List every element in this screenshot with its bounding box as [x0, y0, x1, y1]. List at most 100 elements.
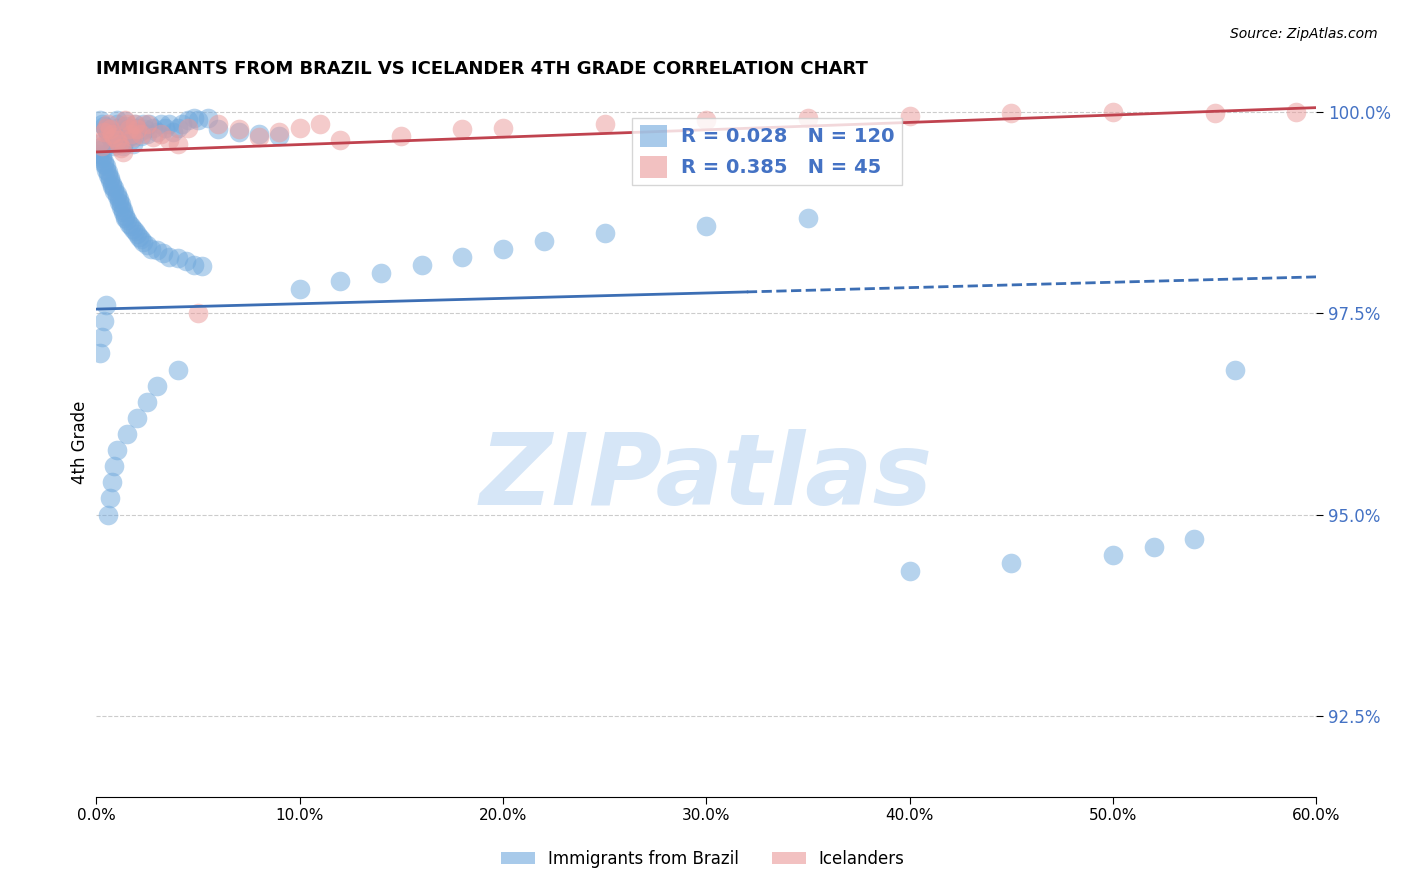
Point	[1142, 540, 1164, 554]
Point	[107, 136, 129, 151]
Text: IMMIGRANTS FROM BRAZIL VS ICELANDER 4TH GRADE CORRELATION CHART: IMMIGRANTS FROM BRAZIL VS ICELANDER 4TH …	[96, 60, 868, 78]
Point	[146, 244, 169, 258]
Point	[89, 146, 111, 161]
Point	[96, 162, 118, 177]
Point	[87, 141, 110, 155]
Point	[118, 130, 141, 145]
Point	[120, 133, 142, 147]
Point	[121, 130, 143, 145]
Point	[533, 234, 555, 248]
Point	[118, 128, 141, 143]
Point	[121, 221, 143, 235]
Point	[451, 250, 474, 264]
Point	[492, 120, 515, 135]
Point	[97, 117, 120, 131]
Point	[157, 117, 180, 131]
Point	[105, 189, 128, 203]
Point	[105, 112, 128, 127]
Point	[96, 120, 118, 135]
Point	[247, 130, 270, 145]
Point	[89, 144, 111, 158]
Point	[593, 226, 616, 240]
Point	[125, 120, 148, 135]
Point	[101, 133, 124, 147]
Point	[128, 229, 150, 244]
Point	[111, 136, 134, 151]
Point	[91, 138, 114, 153]
Point	[389, 128, 412, 143]
Point	[136, 394, 159, 409]
Point	[129, 232, 152, 246]
Point	[138, 117, 160, 131]
Point	[101, 177, 124, 191]
Point	[695, 112, 717, 127]
Point	[96, 298, 118, 312]
Point	[101, 127, 124, 141]
Point	[97, 127, 120, 141]
Point	[96, 160, 118, 174]
Point	[183, 258, 205, 272]
Text: Source: ZipAtlas.com: Source: ZipAtlas.com	[1230, 27, 1378, 41]
Point	[142, 120, 165, 135]
Point	[797, 211, 820, 225]
Point	[1285, 104, 1308, 119]
Point	[370, 266, 392, 280]
Point	[103, 136, 125, 151]
Point	[111, 205, 134, 219]
Point	[100, 130, 122, 145]
Point	[103, 138, 125, 153]
Point	[115, 122, 138, 136]
Legend: Immigrants from Brazil, Icelanders: Immigrants from Brazil, Icelanders	[495, 844, 911, 875]
Point	[91, 330, 114, 344]
Point	[1223, 362, 1246, 376]
Point	[105, 186, 128, 201]
Point	[93, 119, 115, 133]
Point	[101, 178, 124, 193]
Point	[120, 219, 142, 233]
Point	[93, 154, 115, 169]
Point	[124, 117, 146, 131]
Point	[100, 173, 122, 187]
Point	[91, 149, 114, 163]
Point	[111, 145, 134, 159]
Point	[89, 136, 111, 150]
Point	[118, 122, 141, 136]
Point	[91, 117, 114, 131]
Point	[228, 122, 250, 136]
Point	[129, 127, 152, 141]
Point	[114, 112, 136, 127]
Point	[96, 120, 118, 135]
Point	[111, 202, 134, 217]
Point	[110, 197, 132, 211]
Point	[197, 111, 219, 125]
Point	[1000, 106, 1022, 120]
Point	[91, 152, 114, 166]
Point	[115, 125, 138, 139]
Point	[166, 136, 188, 151]
Point	[170, 117, 193, 131]
Point	[103, 130, 125, 145]
Point	[142, 130, 165, 145]
Point	[797, 111, 820, 125]
Point	[269, 128, 291, 143]
Point	[110, 133, 132, 147]
Point	[124, 117, 146, 131]
Point	[187, 112, 209, 127]
Point	[166, 362, 188, 376]
Point	[97, 165, 120, 179]
Point	[183, 111, 205, 125]
Point	[100, 122, 122, 136]
Point	[152, 245, 174, 260]
Point	[136, 237, 159, 252]
Point	[115, 427, 138, 442]
Point	[89, 112, 111, 127]
Point	[247, 127, 270, 141]
Point	[329, 274, 352, 288]
Point	[1182, 532, 1205, 546]
Point	[125, 411, 148, 425]
Point	[115, 213, 138, 227]
Point	[105, 117, 128, 131]
Point	[110, 141, 132, 155]
Point	[166, 120, 188, 135]
Point	[898, 564, 921, 578]
